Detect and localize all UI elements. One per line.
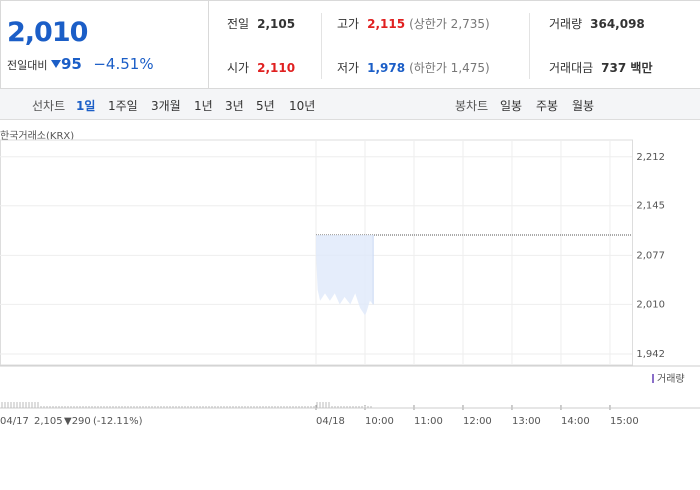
period-button[interactable]: 3년 xyxy=(225,99,244,113)
x-tick-label: 11:00 xyxy=(414,416,443,427)
period-button[interactable]: 3개월 xyxy=(151,99,181,113)
quote-box: 2,010 전일대비 95 −4.51% xyxy=(0,0,209,89)
candle-chart-label: 봉차트 xyxy=(455,99,489,113)
candle-button[interactable]: 월봉 xyxy=(572,99,595,113)
change-label: 전일대비 xyxy=(7,59,48,72)
price: 2,010 xyxy=(7,17,88,48)
x-tick-label: 15:00 xyxy=(610,416,639,427)
toolbar: 선차트 1일 1주일 3개월 1년 3년 5년 10년 봉차트 일봉 주봉 월봉 xyxy=(0,89,700,120)
y-tick-label: 2,077 xyxy=(636,250,665,261)
summary-value: 1,978 xyxy=(367,61,406,75)
summary-note: (하한가 1,475) xyxy=(409,61,490,75)
summary-value: 364,098 xyxy=(590,17,645,31)
period-button[interactable]: 1주일 xyxy=(108,99,138,113)
summary-item: 전일 2,105 xyxy=(227,15,295,32)
area-fill xyxy=(316,234,374,316)
y-tick-label: 2,010 xyxy=(636,299,665,310)
crosshair-date: 04/17 xyxy=(0,416,29,427)
summary-value: 2,115 xyxy=(367,17,406,31)
down-arrow xyxy=(50,60,61,68)
period-button[interactable]: 1일 xyxy=(76,99,96,113)
volume-legend-swatch xyxy=(652,374,654,383)
summary-item: 고가 2,115 (상한가 2,735) xyxy=(337,15,490,32)
crosshair-price: 2,105 xyxy=(34,416,63,427)
crosshair-change: ▼290 xyxy=(64,416,91,427)
summary-item: 저가 1,978 (하한가 1,475) xyxy=(337,59,490,76)
period-button[interactable]: 10년 xyxy=(289,99,316,113)
x-tick-label: 14:00 xyxy=(561,416,590,427)
summary-label: 전일 xyxy=(227,17,250,31)
summary-item: 거래대금 737 백만 xyxy=(549,59,652,76)
volume-legend: 거래량 xyxy=(657,373,685,385)
summary-label: 거래대금 xyxy=(549,61,594,75)
summary-value: 737 백만 xyxy=(601,61,653,75)
x-tick-label: 12:00 xyxy=(463,416,492,427)
source: 한국거래소(KRX) xyxy=(0,130,74,142)
summary-label: 거래량 xyxy=(549,17,583,31)
summary-item: 시가 2,110 xyxy=(227,59,295,76)
summary-value: 2,105 xyxy=(257,17,296,31)
x-tick-label: 13:00 xyxy=(512,416,541,427)
summary-label: 저가 xyxy=(337,61,360,75)
candle-button[interactable]: 주봉 xyxy=(536,99,559,113)
y-tick-label: 1,942 xyxy=(636,349,665,360)
summary: 전일 2,105 고가 2,115 (상한가 2,735) 거래량 364,098 시가 2,1… xyxy=(209,0,700,89)
change-rate: −4.51% xyxy=(93,55,154,73)
candle-button[interactable]: 일봉 xyxy=(500,99,523,113)
summary-label: 고가 xyxy=(337,17,360,31)
crosshair-rate: (-12.11%) xyxy=(93,416,143,427)
y-tick-label: 2,212 xyxy=(636,152,665,163)
x-tick-label: 04/18 xyxy=(316,416,345,427)
period-button[interactable]: 1년 xyxy=(194,99,213,113)
summary-label: 시가 xyxy=(227,61,250,75)
change-value: 95 xyxy=(60,55,82,73)
line-chart-label: 선차트 xyxy=(32,99,66,113)
summary-note: (상한가 2,735) xyxy=(409,17,490,31)
x-tick-label: 10:00 xyxy=(365,416,394,427)
summary-value: 2,110 xyxy=(257,61,296,75)
period-button[interactable]: 5년 xyxy=(256,99,275,113)
summary-item: 거래량 364,098 xyxy=(549,15,645,32)
change: 전일대비 95 −4.51% xyxy=(7,55,154,73)
y-tick-label: 2,145 xyxy=(636,201,665,212)
